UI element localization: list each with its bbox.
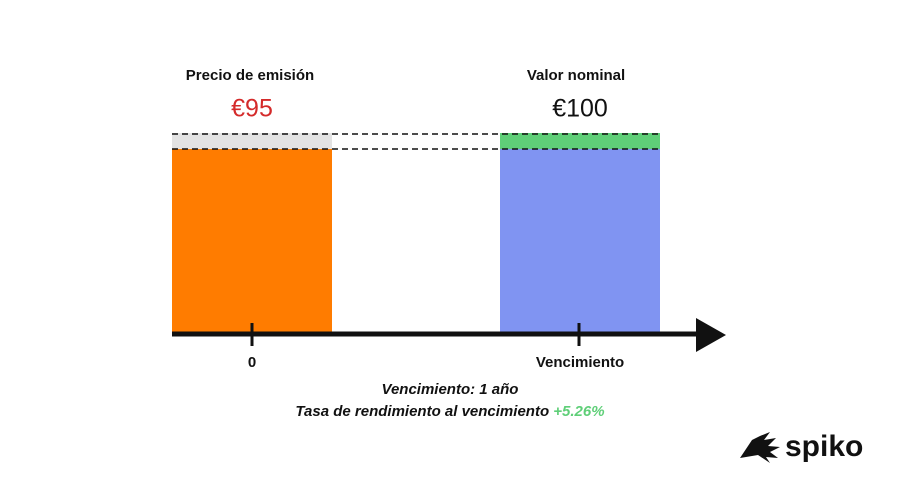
axis-arrow	[696, 318, 726, 352]
tick-label: 0	[248, 354, 256, 371]
maturity-note: Vencimiento: 1 año	[382, 381, 519, 398]
logo-icon	[740, 432, 780, 463]
logo-text: spiko	[785, 430, 863, 463]
right-price: €100	[552, 95, 608, 123]
nominal-bar	[500, 149, 660, 332]
right-label: Valor nominal	[527, 67, 625, 84]
yield-note: Tasa de rendimiento al vencimiento +5.26…	[295, 403, 604, 420]
yield-value: +5.26%	[553, 403, 604, 420]
gap-stripe	[172, 133, 332, 149]
tick-label: Vencimiento	[536, 354, 624, 371]
yield-label: Tasa de rendimiento al vencimiento	[295, 403, 549, 420]
left-label: Precio de emisión	[186, 67, 314, 84]
gain-stripe	[500, 133, 660, 149]
left-price: €95	[231, 95, 273, 123]
issue-bar	[172, 149, 332, 332]
